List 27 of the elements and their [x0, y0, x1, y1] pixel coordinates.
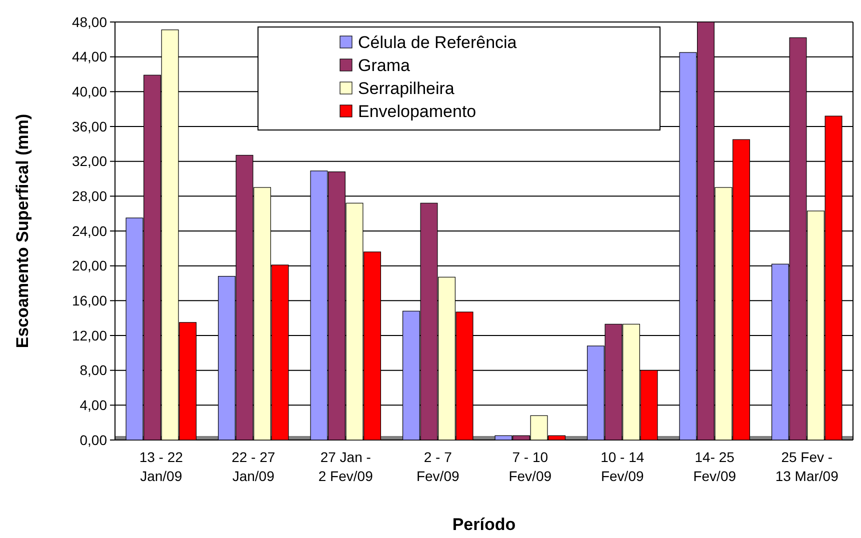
y-tick-label: 36,00: [72, 118, 108, 134]
y-tick-label: 28,00: [72, 188, 108, 204]
legend-label: Grama: [358, 56, 410, 75]
y-tick-label: 32,00: [72, 153, 108, 170]
x-tick-label: 10 - 14 Fev/09: [600, 449, 644, 484]
y-tick-label: 8,00: [80, 362, 108, 378]
y-axis-title: Escoamento Superfical (mm): [13, 114, 32, 348]
y-tick-label: 16,00: [72, 292, 108, 309]
x-tick-label: 14- 25 Fev/09: [693, 449, 736, 484]
legend-label: Serrapilheira: [358, 78, 455, 98]
y-tick-label: 44,00: [72, 48, 108, 65]
x-tick-label: 2 - 7 Fev/09: [416, 449, 460, 484]
x-tick-label: 27 Jan - 2 Fev/09: [318, 449, 374, 484]
y-tick-label: 4,00: [80, 397, 108, 414]
x-tick-label: 22 - 27 Jan/09: [232, 449, 276, 484]
y-tick-label: 24,00: [72, 222, 108, 239]
x-tick-label: 25 Fev - 13 Mar/09: [775, 449, 839, 484]
x-tick-label: 13 - 22 Jan/09: [139, 449, 184, 484]
x-tick-label: 7 - 10 Fev/09: [508, 449, 552, 484]
legend-label: Envelopamento: [358, 102, 476, 121]
y-tick-label: 20,00: [72, 258, 108, 274]
legend-label: Célula de Referência: [358, 32, 518, 52]
y-tick-label: 40,00: [72, 84, 108, 100]
y-tick-label: 48,00: [72, 14, 108, 30]
x-axis-title: Período: [452, 515, 516, 534]
y-tick-label: 12,00: [72, 327, 108, 344]
y-tick-label: 0,00: [80, 432, 108, 448]
